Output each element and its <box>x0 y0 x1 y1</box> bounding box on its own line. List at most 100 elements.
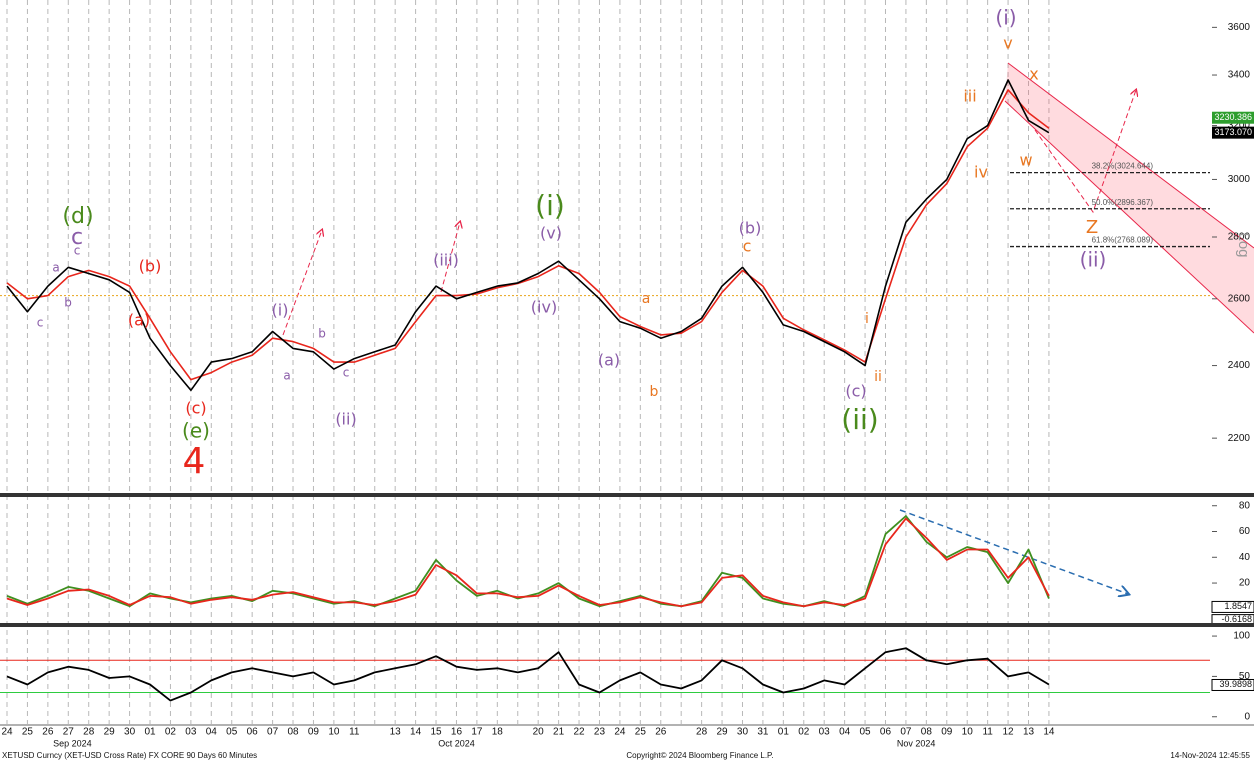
x-tick-label: 07 <box>267 727 279 738</box>
wave-label: c <box>74 244 81 258</box>
projection-arrow <box>1034 90 1136 214</box>
x-tick-label: 02 <box>165 727 177 738</box>
footer-copyright: Copyright© 2024 Bloomberg Finance L.P. <box>626 751 773 760</box>
wave-label: (c) <box>185 399 206 418</box>
wave-label: b <box>650 384 659 400</box>
y-tick-label: 3400 <box>1228 70 1251 81</box>
y-tick-label: 0 <box>1244 711 1250 722</box>
y-tick-label: 2600 <box>1228 293 1251 304</box>
series-line <box>6 89 1050 381</box>
x-tick-label: 09 <box>941 727 953 738</box>
x-tick-label: 29 <box>104 727 116 738</box>
wave-label: (c) <box>845 382 866 401</box>
channel <box>1005 63 1254 333</box>
x-tick-label: 04 <box>206 727 218 738</box>
x-tick-label: 13 <box>1023 727 1035 738</box>
wave-label: (ii) <box>1080 248 1107 272</box>
wave-label: (i) <box>995 6 1016 30</box>
value-tag-label: -0.6168 <box>1221 614 1252 624</box>
channel-edge <box>1004 100 1254 334</box>
x-tick-label: 25 <box>22 727 34 738</box>
wave-label: i <box>865 311 869 327</box>
wave-label: (iv) <box>531 298 557 317</box>
fib-label: 50.0%(2896.367) <box>1092 198 1154 207</box>
x-tick-label: 29 <box>716 727 728 738</box>
x-tick-label: 17 <box>471 727 483 738</box>
wave-label: b <box>64 296 72 310</box>
wave-label: (e) <box>182 419 210 443</box>
x-tick-label: 31 <box>757 727 769 738</box>
projection-arrow <box>282 230 322 336</box>
x-tick-label: 06 <box>880 727 892 738</box>
wave-label: (ii) <box>841 403 878 436</box>
wave-label: (b) <box>139 257 162 276</box>
wave-label: (v) <box>540 224 562 243</box>
wave-label: (i) <box>535 189 565 222</box>
x-tick-label: 30 <box>737 727 749 738</box>
x-tick-label: 03 <box>185 727 197 738</box>
x-tick-label: 05 <box>226 727 238 738</box>
value-tag-label: 1.8547 <box>1224 601 1252 611</box>
y-tick-label: 2800 <box>1228 232 1251 243</box>
wave-label: (i) <box>272 301 289 320</box>
wave-label: (d) <box>62 204 93 229</box>
month-label: Sep 2024 <box>53 738 92 748</box>
footer-source: XETUSD Curncy (XET-USD Cross Rate) FX CO… <box>2 751 257 760</box>
x-tick-label: 24 <box>1 727 13 738</box>
x-tick-label: 01 <box>144 727 156 738</box>
wave-label: c <box>343 366 350 380</box>
wave-label: (a) <box>598 351 620 370</box>
y-tick-label: 60 <box>1239 526 1251 537</box>
y-tick-label: 40 <box>1239 552 1251 563</box>
x-tick-label: 15 <box>430 727 442 738</box>
wave-label: a <box>642 291 651 307</box>
x-tick-label: 21 <box>553 727 565 738</box>
wave-label: a <box>283 369 290 383</box>
x-tick-label: 26 <box>655 727 667 738</box>
x-tick-label: 14 <box>1043 727 1055 738</box>
price-tag-label: 3230.386 <box>1214 112 1252 122</box>
y-tick-label: 3200 <box>1228 120 1251 131</box>
wave-label: a <box>52 261 59 275</box>
wave-label: (ii) <box>335 410 356 429</box>
x-tick-label: 08 <box>921 727 933 738</box>
wave-label: c <box>743 237 752 256</box>
value-tag <box>1211 678 1254 691</box>
price-tag-label: 3173.070 <box>1214 127 1252 137</box>
x-tick-label: 07 <box>900 727 912 738</box>
x-tick-label: 11 <box>349 727 360 738</box>
x-tick-label: 10 <box>962 727 974 738</box>
wave-label: iv <box>974 163 988 182</box>
month-label: Oct 2024 <box>438 738 475 748</box>
x-tick-label: 24 <box>614 727 626 738</box>
x-tick-label: 26 <box>42 727 54 738</box>
y-tick-label: 100 <box>1233 631 1250 642</box>
series-line <box>6 79 1050 392</box>
y-tick-label: 2400 <box>1228 360 1251 371</box>
x-tick-label: 13 <box>390 727 402 738</box>
plot: 24 25 26 27 28 29 30 01 02 03 04 05 06 07 08 09 10 11 13 14… <box>0 6 1254 748</box>
x-tick-label: 10 <box>328 727 340 738</box>
x-tick-label: 05 <box>859 727 871 738</box>
y-tick-label: 80 <box>1239 500 1251 511</box>
channel-edge <box>1007 62 1254 249</box>
panel-separator <box>0 493 1254 497</box>
y-tick-label: 50 <box>1239 671 1251 682</box>
footer-timestamp: 14-Nov-2024 12:45:55 <box>1170 751 1250 760</box>
price-tag <box>1212 126 1254 139</box>
wave-label: Z <box>1086 217 1098 238</box>
wave-label: x <box>1029 65 1038 84</box>
y-tick-label: 2200 <box>1228 433 1251 444</box>
wave-label: iii <box>963 87 976 106</box>
fib-label: 38.2%(3024.644) <box>1092 162 1154 171</box>
value-tag <box>1211 600 1254 613</box>
divergence-arrow <box>899 509 1128 594</box>
wave-label: 4 <box>183 441 206 482</box>
projection-arrow <box>440 222 460 293</box>
x-tick-label: 23 <box>594 727 606 738</box>
x-tick-label: 28 <box>696 727 708 738</box>
panel-separator <box>0 623 1254 627</box>
wave-label: b <box>318 327 326 341</box>
x-tick-label: 20 <box>533 727 545 738</box>
